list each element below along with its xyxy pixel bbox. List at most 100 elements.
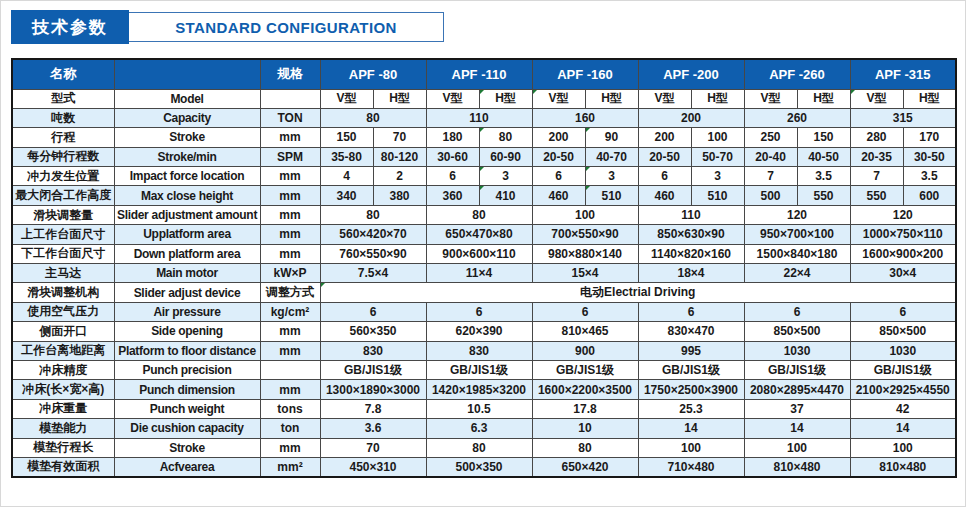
table-row: 吨数CapacityTON80110160200260315 <box>12 108 956 127</box>
row-unit: mm <box>260 225 320 244</box>
table-row: 最大闭合工作高度Max close heightmm34038036041046… <box>12 186 956 205</box>
row-label-cn: 主马达 <box>12 264 114 283</box>
table-row: 下工作台面尺寸Down platform areamm760×550×90900… <box>12 244 956 263</box>
row-unit: ton <box>260 419 320 438</box>
row-label-cn: 滑块调整机构 <box>12 283 114 302</box>
value-cell: 10 <box>532 419 638 438</box>
value-cell: 22×4 <box>744 264 850 283</box>
header-name-cn: 名称 <box>12 59 114 89</box>
value-cell: 14 <box>638 419 744 438</box>
value-cell: 1750×2500×3900 <box>638 380 744 399</box>
row-label-cn: 每分钟行程数 <box>12 147 114 166</box>
row-label-en: Punch weight <box>114 399 260 418</box>
value-cell: GB/JIS1级 <box>850 360 956 379</box>
value-cell: 410 <box>479 186 532 205</box>
value-cell: 2100×2925×4550 <box>850 380 956 399</box>
value-cell: 250 <box>744 128 797 147</box>
value-cell: 7 <box>744 167 797 186</box>
row-label-cn: 行程 <box>12 128 114 147</box>
value-cell: 80-120 <box>373 147 426 166</box>
value-cell: V型 <box>638 89 691 108</box>
value-cell: 560×420×70 <box>320 225 426 244</box>
value-cell: 450×310 <box>320 457 426 476</box>
value-cell: 110 <box>638 205 744 224</box>
row-unit <box>260 89 320 108</box>
value-cell: 260 <box>744 108 850 127</box>
value-cell: 7 <box>850 167 903 186</box>
value-cell: 30×4 <box>850 264 956 283</box>
value-cell: 6 <box>744 302 850 321</box>
value-cell: 70 <box>373 128 426 147</box>
value-cell: 830 <box>320 341 426 360</box>
value-cell: 1500×840×180 <box>744 244 850 263</box>
row-label-cn: 冲床重量 <box>12 399 114 418</box>
header-spec: 规格 <box>260 59 320 89</box>
row-label-en: Impact force location <box>114 167 260 186</box>
value-cell: 150 <box>320 128 373 147</box>
value-cell: GB/JIS1级 <box>532 360 638 379</box>
value-cell: 20-40 <box>744 147 797 166</box>
table-row: 模垫行程长Strokemm708080100100100 <box>12 438 956 457</box>
row-label-en: Air pressure <box>114 302 260 321</box>
value-cell: 6 <box>638 167 691 186</box>
value-cell: 160 <box>532 108 638 127</box>
row-label-cn: 使用空气压力 <box>12 302 114 321</box>
table-row: 侧面开口Side openingmm560×350620×390810×4658… <box>12 322 956 341</box>
value-cell: 760×550×90 <box>320 244 426 263</box>
row-label-cn: 冲床(长×宽×高) <box>12 380 114 399</box>
header-name-en <box>114 59 260 89</box>
value-cell: 14 <box>744 419 850 438</box>
value-cell: 650×420 <box>532 457 638 476</box>
table-row: 滑块调整机构Slider adjust device调整方式电动Electria… <box>12 283 956 302</box>
value-cell: 80 <box>320 108 426 127</box>
table-row: 冲床(长×宽×高)Punch dimensionmm1300×1890×3000… <box>12 380 956 399</box>
value-cell: 25.3 <box>638 399 744 418</box>
row-unit: mm <box>260 438 320 457</box>
value-cell: 315 <box>850 108 956 127</box>
value-cell: 1420×1985×3200 <box>426 380 532 399</box>
spec-sheet-page: { "page": { "title_cn": "技术参数", "title_e… <box>0 0 966 507</box>
value-cell: 30-50 <box>903 147 956 166</box>
specification-table: 名称规格APF -80APF -110APF -160APF -200APF -… <box>11 58 957 478</box>
row-label-cn: 侧面开口 <box>12 322 114 341</box>
row-label-en: Capacity <box>114 108 260 127</box>
column-header-model: APF -80 <box>320 59 426 89</box>
value-cell: 35-80 <box>320 147 373 166</box>
value-cell: GB/JIS1级 <box>744 360 850 379</box>
value-cell: 830 <box>426 341 532 360</box>
row-unit: mm <box>260 322 320 341</box>
value-cell: 42 <box>850 399 956 418</box>
row-label-en: Main motor <box>114 264 260 283</box>
row-label-en: Punch dimension <box>114 380 260 399</box>
row-label-en: Slider adjustment amount <box>114 205 260 224</box>
value-cell: 20-50 <box>638 147 691 166</box>
value-cell: 2 <box>373 167 426 186</box>
value-cell: 6 <box>426 302 532 321</box>
value-cell: 460 <box>532 186 585 205</box>
row-label-en: Stroke <box>114 438 260 457</box>
row-label-cn: 最大闭合工作高度 <box>12 186 114 205</box>
row-unit: 调整方式 <box>260 283 320 302</box>
value-cell: 900 <box>532 341 638 360</box>
table-row: 每分钟行程数Stroke/minSPM35-8080-12030-6060-90… <box>12 147 956 166</box>
row-label-en: Side opening <box>114 322 260 341</box>
value-cell: H型 <box>903 89 956 108</box>
value-cell: 30-60 <box>426 147 479 166</box>
value-cell: 6 <box>850 302 956 321</box>
table-row: 上工作台面尺寸Upplatform areamm560×420×70650×47… <box>12 225 956 244</box>
value-cell: 电动Electrial Driving <box>320 283 956 302</box>
row-unit <box>260 360 320 379</box>
value-cell: 980×880×140 <box>532 244 638 263</box>
value-cell: 3.6 <box>320 419 426 438</box>
value-cell: H型 <box>373 89 426 108</box>
value-cell: H型 <box>585 89 638 108</box>
value-cell: 110 <box>426 108 532 127</box>
row-unit: mm² <box>260 457 320 476</box>
column-header-model: APF -200 <box>638 59 744 89</box>
value-cell: 650×470×80 <box>426 225 532 244</box>
row-label-cn: 型式 <box>12 89 114 108</box>
table-row: 冲床精度Punch precisionGB/JIS1级GB/JIS1级GB/JI… <box>12 360 956 379</box>
page-title-chinese: 技术参数 <box>11 10 129 44</box>
value-cell: 3.5 <box>903 167 956 186</box>
value-cell: H型 <box>691 89 744 108</box>
